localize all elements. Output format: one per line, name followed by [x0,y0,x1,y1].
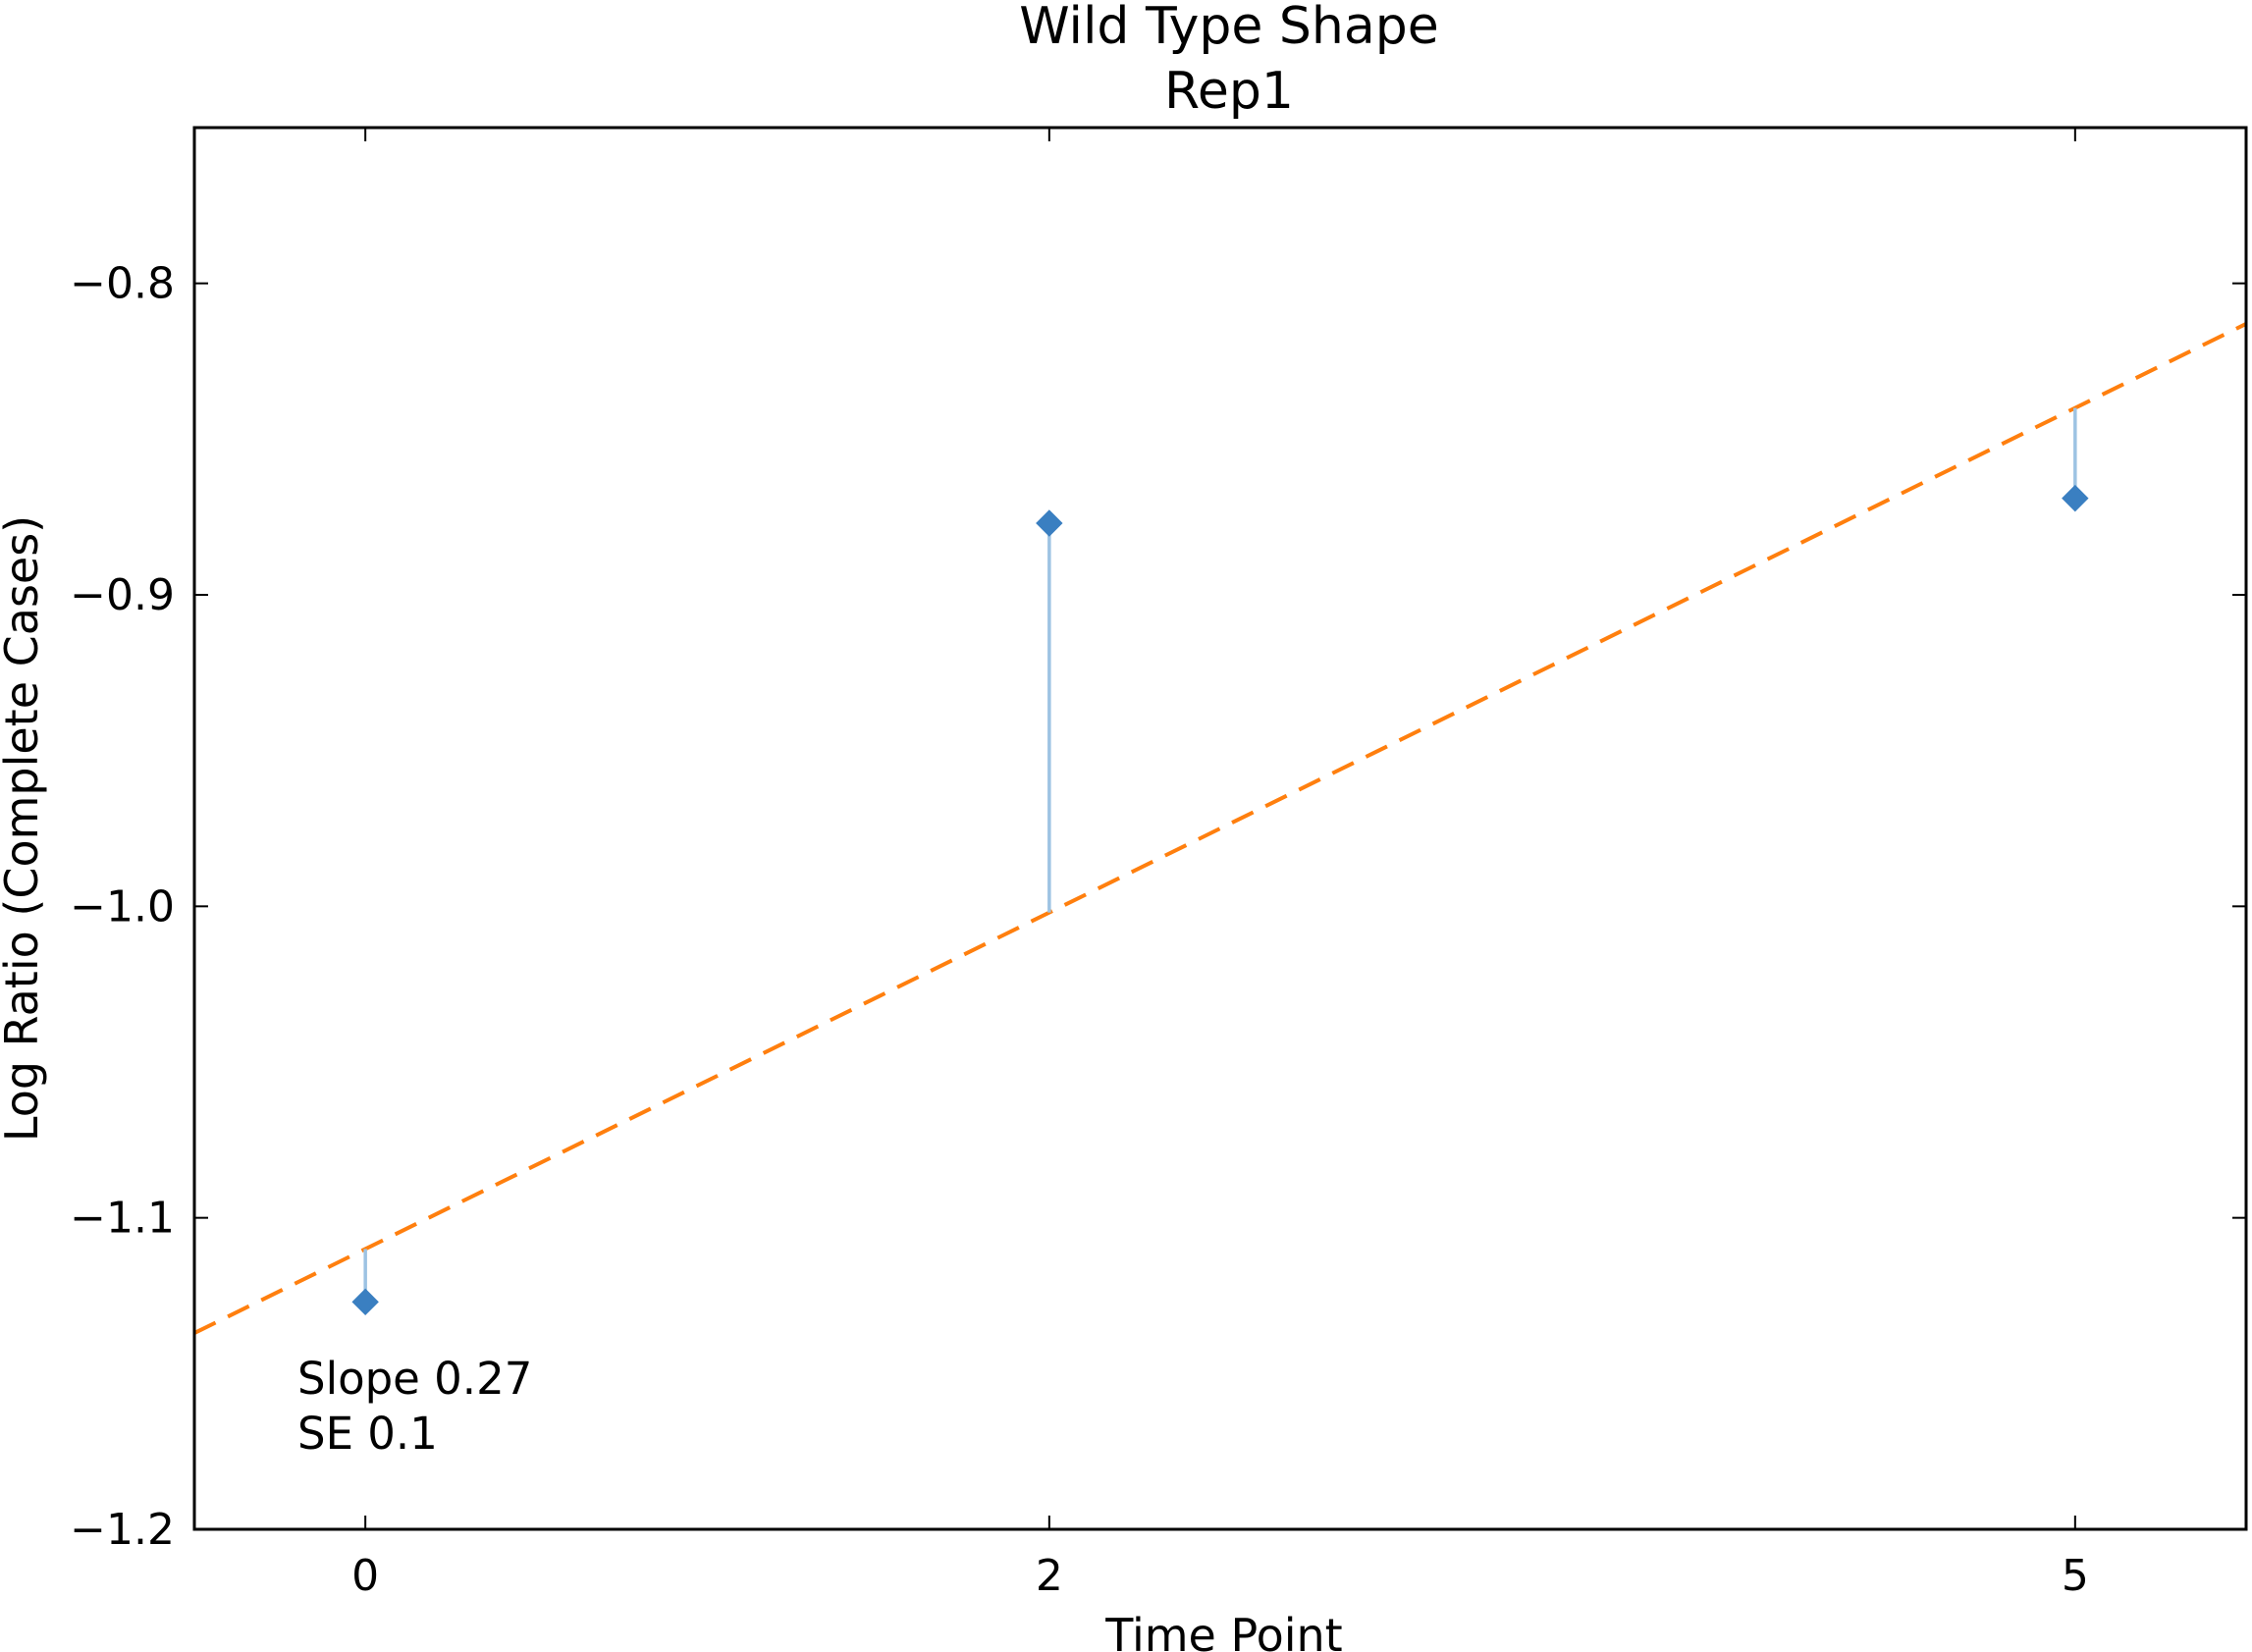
y-tick-label: −1.0 [70,881,175,932]
fit-line-group [193,322,2247,1335]
y-axis-label: Log Ratio (Complete Cases) [0,515,48,1142]
data-point [351,1288,379,1316]
x-tick-label: 2 [1036,1551,1063,1601]
x-tick-label: 0 [351,1551,379,1601]
chart-title: Wild Type Shape [1019,0,1439,56]
slope-annotation: Slope 0.27 [297,1353,532,1405]
plot-frame [192,126,2248,1531]
data-points-group [351,484,2089,1316]
residual-lines-group [363,407,2077,1303]
data-point [1036,509,1063,537]
chart-subtitle: Rep1 [1164,62,1294,121]
x-axis-label: Time Point [1104,1609,1342,1652]
y-tick-label: −1.1 [70,1194,175,1244]
fit-line [193,322,2247,1335]
y-tick-label: −0.8 [70,259,175,309]
y-tick-label: −1.2 [70,1505,175,1555]
se-annotation: SE 0.1 [297,1408,438,1460]
axis-ticks-group: 0 2 5 −0.8 −0.9 −1.0 −1.1 −1.2 [70,128,2246,1601]
y-tick-label: −0.9 [70,570,175,620]
x-tick-label: 5 [2062,1551,2089,1601]
data-point [2062,484,2089,512]
